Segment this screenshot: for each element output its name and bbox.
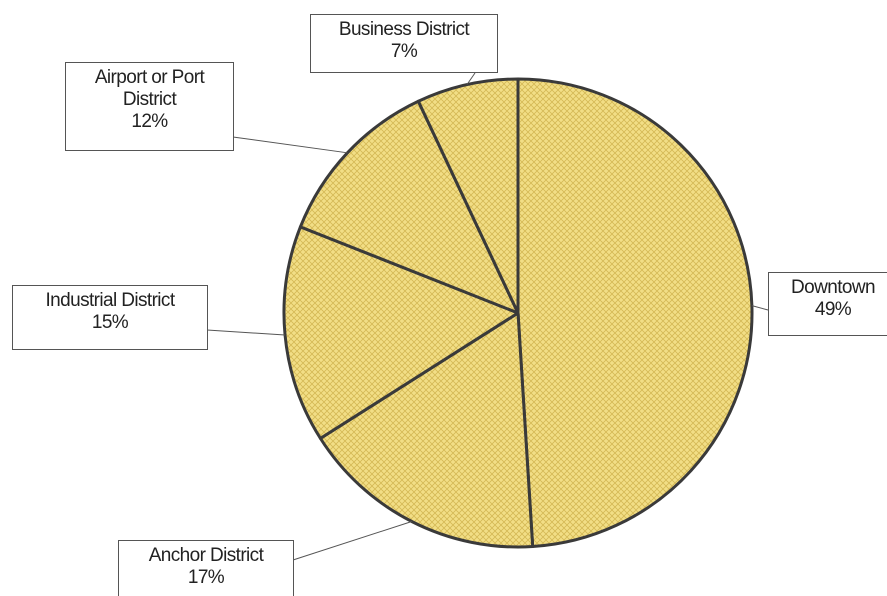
- data-label: Downtown 49%: [768, 272, 887, 336]
- data-label: Industrial District 15%: [12, 285, 208, 350]
- value-label: 7%: [390, 41, 418, 62]
- data-label: Business District 7%: [310, 14, 498, 73]
- leader-line: [292, 521, 412, 561]
- category-label: Industrial District: [45, 290, 175, 311]
- value-label: 49%: [814, 299, 852, 320]
- leader-line: [751, 305, 769, 311]
- category-label: Downtown: [791, 277, 876, 298]
- category-label: Airport or Port District: [94, 67, 205, 110]
- pie-slice: [516, 77, 754, 549]
- data-label: Airport or Port District 12%: [65, 62, 234, 151]
- leader-line: [206, 329, 286, 336]
- leader-line: [466, 72, 476, 85]
- pie-slice: [416, 77, 520, 315]
- category-label: Anchor District: [148, 545, 264, 566]
- category-label: Business District: [338, 19, 470, 40]
- value-label: 15%: [91, 312, 129, 333]
- data-label: Anchor District 17%: [118, 540, 294, 596]
- leader-line: [232, 136, 348, 154]
- value-label: 12%: [131, 111, 168, 132]
- value-label: 17%: [187, 567, 225, 588]
